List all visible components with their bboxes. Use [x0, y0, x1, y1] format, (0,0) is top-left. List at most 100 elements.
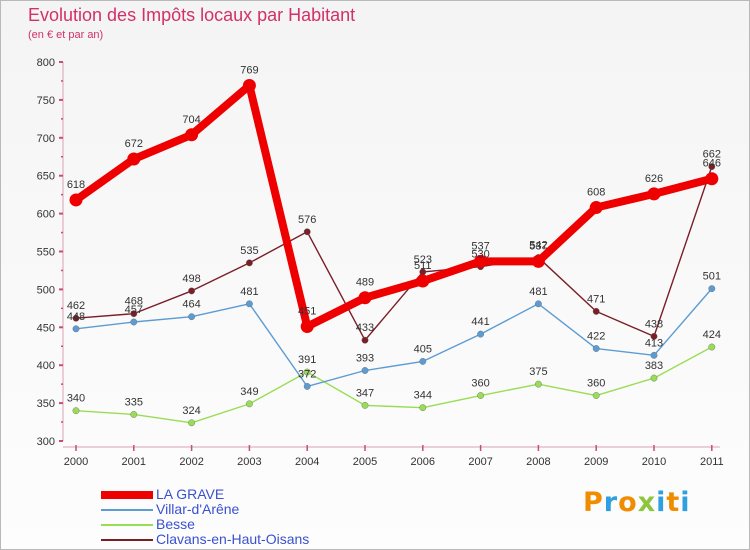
data-label: 662 [703, 149, 721, 161]
y-tick-label: 550 [37, 247, 55, 259]
data-label: 646 [703, 158, 721, 170]
data-label: 349 [240, 386, 258, 398]
data-label: 464 [182, 299, 200, 311]
legend-swatch [101, 491, 153, 499]
legend-label: Clavans-en-Haut-Oisans [156, 531, 310, 547]
data-point [416, 274, 430, 288]
data-label: 523 [414, 254, 432, 266]
data-point [72, 314, 80, 322]
y-tick-label: 450 [37, 322, 55, 334]
y-tick-label: 400 [37, 360, 55, 372]
data-label: 347 [356, 387, 374, 399]
logo-letter: i [656, 487, 667, 518]
data-label: 413 [645, 337, 663, 349]
chart-title: Evolution des Impôts locaux par Habitant [28, 5, 356, 25]
data-label: 498 [182, 273, 200, 285]
data-point [130, 411, 138, 418]
data-point [650, 332, 658, 340]
data-point [72, 407, 80, 415]
data-point [245, 300, 253, 308]
data-label: 471 [587, 293, 605, 305]
data-label: 489 [356, 277, 374, 289]
legend-label: Besse [156, 516, 195, 532]
data-point [361, 336, 369, 344]
x-tick-label: 2002 [179, 456, 203, 468]
data-label: 433 [356, 322, 374, 334]
data-label: 626 [645, 173, 663, 185]
x-tick-label: 2000 [64, 456, 88, 468]
data-label: 672 [125, 138, 143, 150]
data-label: 481 [529, 286, 547, 298]
y-tick-label: 300 [37, 436, 55, 448]
data-label: 335 [125, 396, 143, 408]
data-point [531, 254, 545, 268]
data-label: 383 [645, 360, 663, 372]
y-tick-label: 600 [37, 209, 55, 221]
chart-subtitle: (en € et par an) [28, 29, 104, 41]
data-label: 537 [529, 240, 547, 252]
data-point [419, 404, 427, 412]
data-point [300, 320, 314, 334]
data-point [358, 291, 372, 305]
x-tick-label: 2009 [584, 456, 608, 468]
data-point [419, 358, 427, 365]
legend-item: Clavans-en-Haut-Oisans [101, 531, 361, 547]
data-point [708, 163, 716, 171]
data-point [242, 78, 256, 92]
y-tick-label: 800 [37, 57, 55, 69]
series-line-3 [75, 165, 713, 341]
x-tick-label: 2003 [237, 456, 261, 468]
data-point [72, 325, 80, 333]
legend-item: Besse [101, 516, 361, 532]
data-label: 576 [298, 214, 316, 226]
x-tick-label: 2006 [411, 456, 435, 468]
series-line-2 [75, 346, 713, 424]
logo-letter: o [618, 487, 638, 518]
data-label: 375 [529, 366, 547, 378]
data-point [361, 401, 369, 409]
data-label: 424 [703, 329, 721, 341]
data-label: 457 [125, 304, 143, 316]
legend-item: Villar-d'Arêne [101, 501, 361, 517]
series-line-0 [72, 81, 716, 331]
data-label: 511 [414, 260, 432, 272]
data-label: 530 [471, 249, 489, 261]
data-label: 372 [298, 368, 316, 380]
logo-letter: t [666, 487, 681, 518]
x-tick-label: 2010 [642, 456, 666, 468]
data-label: 324 [182, 405, 200, 417]
data-point [708, 343, 716, 351]
data-label: 704 [182, 114, 200, 126]
data-label: 360 [471, 378, 489, 390]
y-tick-label: 650 [37, 171, 55, 183]
x-tick-label: 2008 [526, 456, 550, 468]
series-line-1 [75, 287, 713, 388]
data-point [188, 419, 196, 427]
data-point [535, 300, 542, 308]
data-point [303, 368, 311, 376]
y-tick-label: 750 [37, 95, 55, 107]
data-point [477, 330, 484, 338]
logo-letter: P [583, 487, 604, 518]
legend-swatch [101, 509, 153, 511]
data-point [592, 392, 600, 399]
legend-label: LA GRAVE [156, 486, 225, 502]
logo-letter: r [603, 487, 619, 518]
data-label: 340 [67, 393, 85, 405]
data-point [188, 287, 196, 295]
proxiti-logo: Proxiti [583, 487, 691, 518]
y-tick-label: 350 [37, 398, 55, 410]
legend-label: Villar-d'Arêne [156, 501, 240, 517]
data-point [245, 259, 253, 267]
data-point [303, 228, 311, 236]
data-label: 451 [298, 306, 316, 318]
data-label: 393 [356, 353, 374, 365]
data-point [185, 128, 199, 142]
data-point [477, 392, 484, 399]
legend-swatch [101, 524, 153, 526]
chart-legend: LA GRAVE Villar-d'Arêne Besse Clavans-en-Ha… [101, 486, 361, 547]
data-label: 481 [240, 286, 258, 298]
logo-letter: x [637, 487, 657, 518]
legend-item: LA GRAVE [101, 486, 361, 502]
